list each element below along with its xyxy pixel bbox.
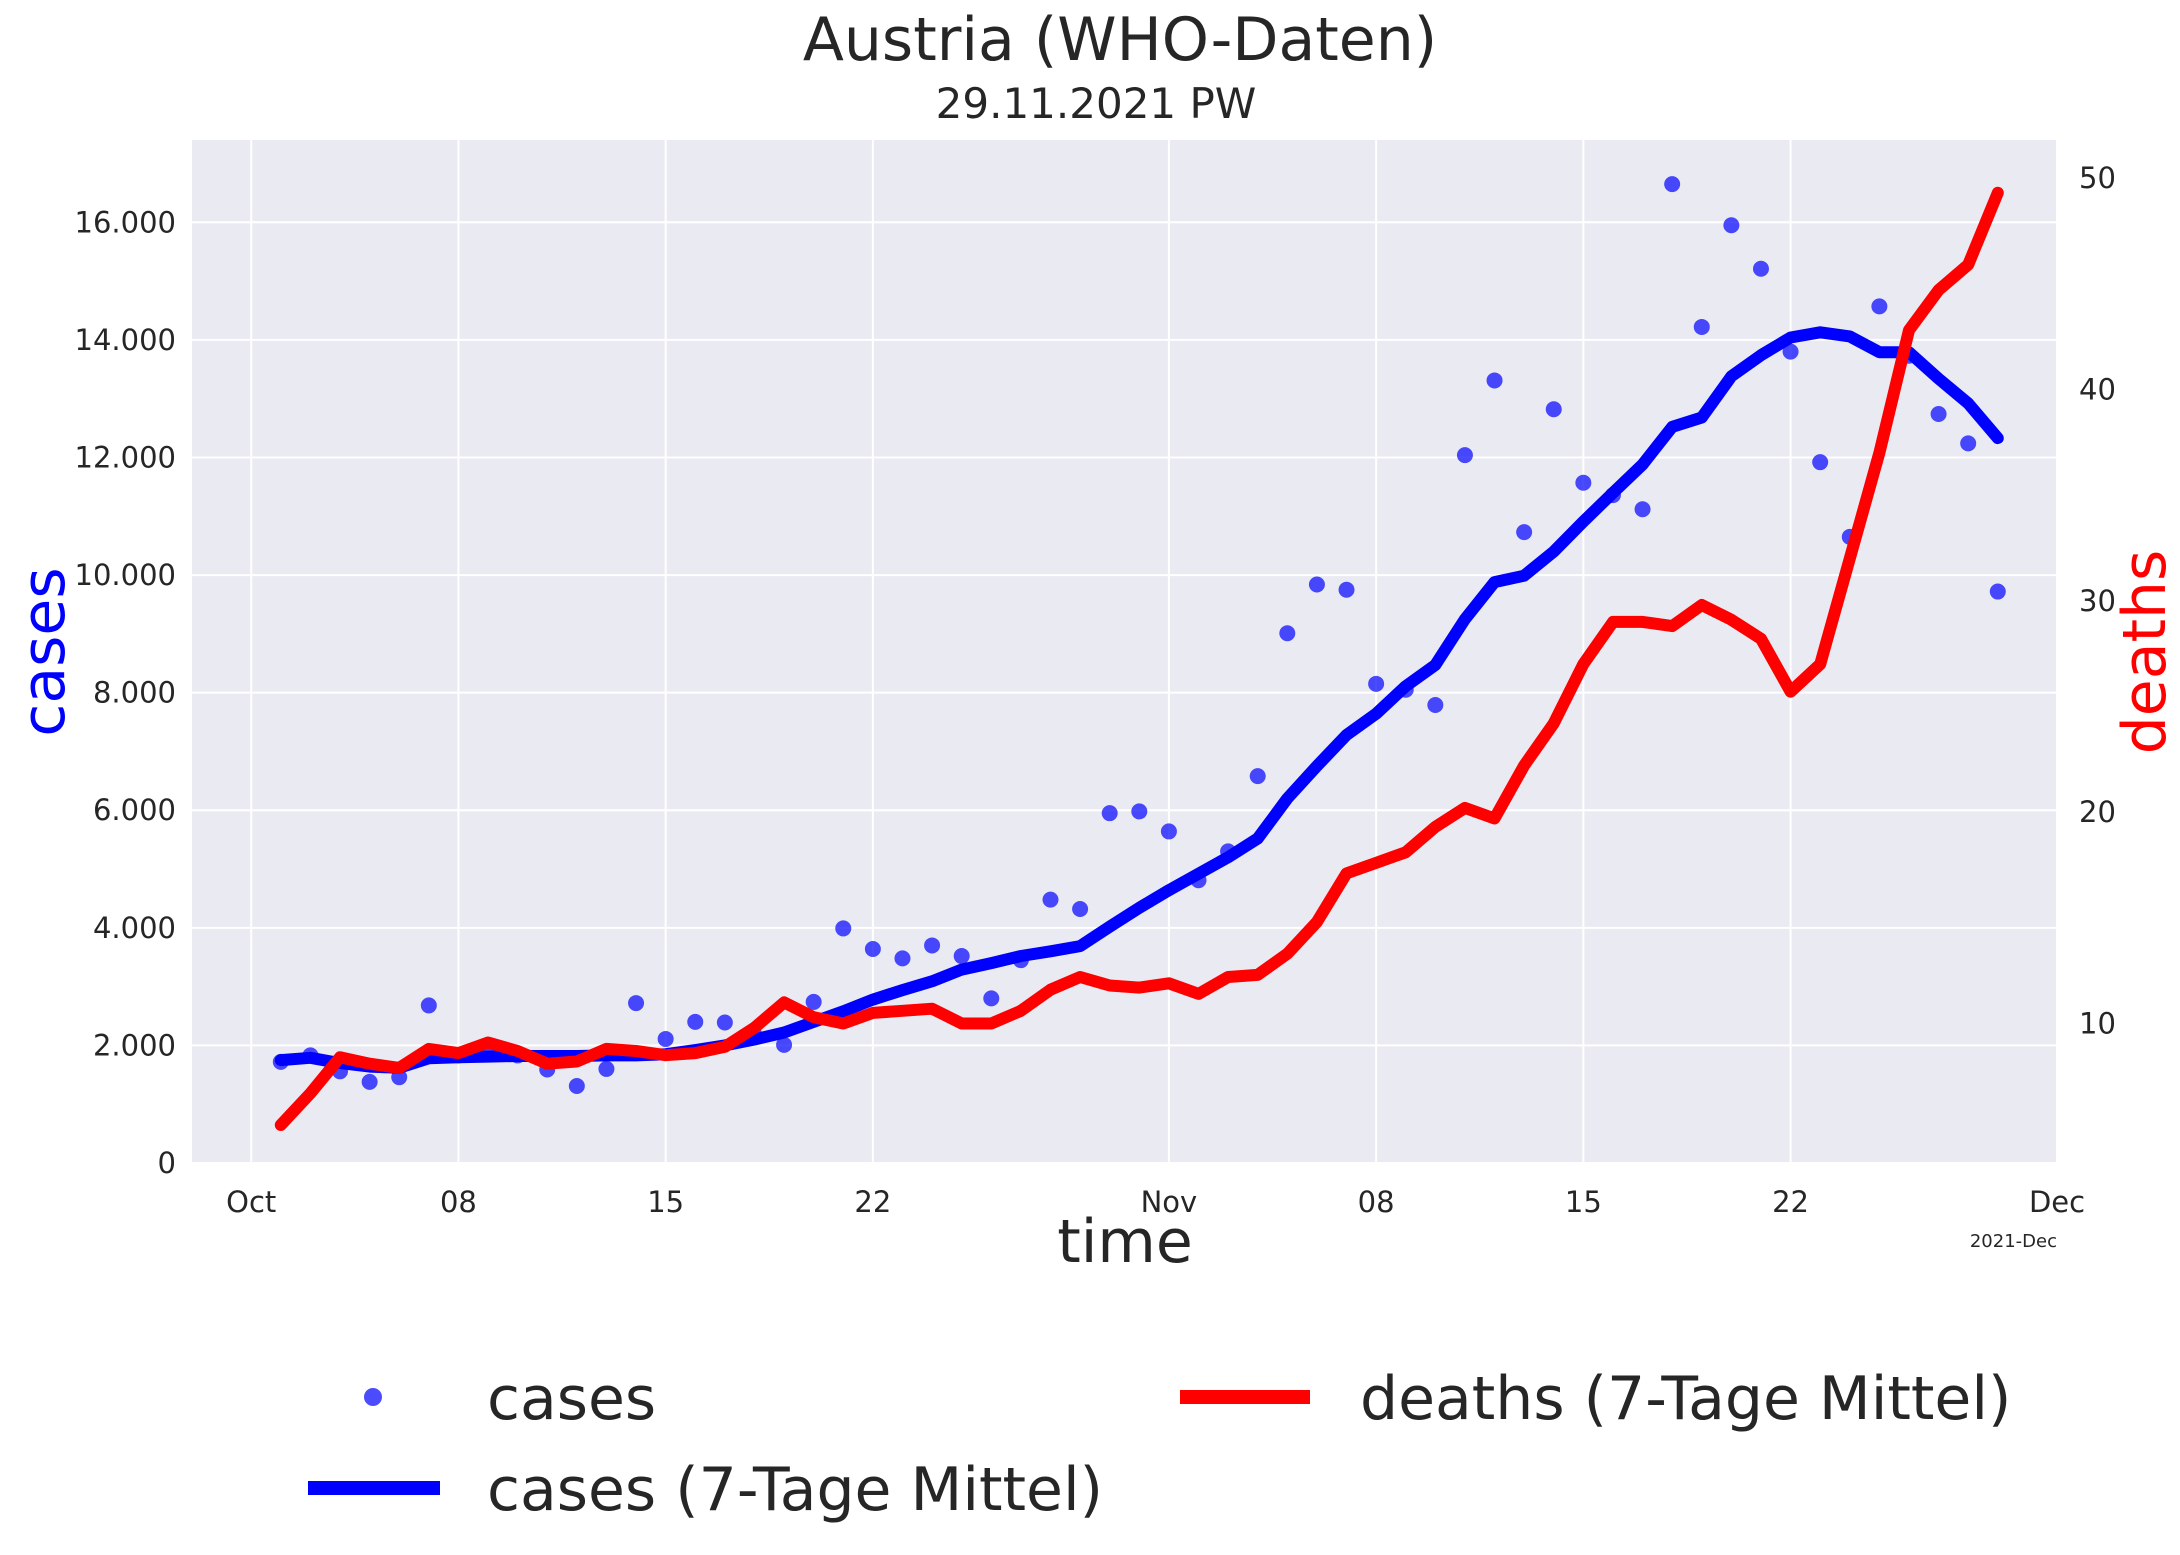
data-point-cases — [716, 1014, 733, 1031]
data-point-cases — [1782, 343, 1799, 360]
data-point-cases — [1752, 260, 1769, 277]
y-axis-right-label: deaths — [2110, 550, 2180, 755]
data-point-cases — [983, 990, 1000, 1007]
x-tick-label: Oct — [226, 1185, 276, 1219]
y-axis-left-label: cases — [9, 567, 79, 736]
data-point-cases — [1072, 901, 1089, 918]
x-axis-ticks: Oct 08 15 22 Nov 08 15 22 Dec — [226, 1185, 2085, 1219]
x-tick-label: 22 — [1772, 1185, 1809, 1219]
data-point-cases — [420, 997, 437, 1014]
x-axis-label: time — [1057, 1207, 1193, 1277]
x-tick-label: 08 — [1358, 1185, 1395, 1219]
data-point-cases — [628, 995, 645, 1012]
data-point-cases — [1042, 891, 1059, 908]
y-left-tick-label: 2.000 — [93, 1028, 176, 1062]
data-point-cases — [1131, 803, 1148, 820]
y-right-tick-label: 10 — [2079, 1007, 2116, 1041]
y-left-tick-label: 10.000 — [75, 558, 176, 592]
y-right-tick-label: 30 — [2079, 584, 2116, 618]
y-left-tick-label: 8.000 — [93, 676, 176, 710]
series-line-deaths-7-tage-mittel — [274, 186, 2004, 1131]
y-left-tick-label: 4.000 — [93, 911, 176, 945]
x-tick-label: 15 — [1565, 1185, 1602, 1219]
y-left-tick-label: 6.000 — [93, 793, 176, 827]
data-point-cases — [776, 1036, 793, 1053]
series-line-cases-7-tage-mittel — [274, 326, 2004, 1074]
data-point-cases — [1427, 697, 1444, 714]
data-point-cases — [1368, 675, 1385, 692]
data-point-cases — [1338, 581, 1355, 598]
grid-lines — [192, 140, 2058, 1164]
x-tick-label: 08 — [440, 1185, 477, 1219]
data-point-cases — [1693, 318, 1710, 335]
data-point-cases — [1664, 176, 1681, 193]
data-point-cases — [1486, 372, 1503, 389]
data-point-cases — [864, 940, 881, 957]
x-tick-label: 22 — [854, 1185, 891, 1219]
data-point-cases — [1989, 583, 2006, 600]
legend-label-cases: cases — [487, 1364, 656, 1434]
y-axis-right-ticks: 10 20 30 40 50 — [2079, 161, 2116, 1040]
data-point-cases — [1634, 501, 1651, 518]
chart-marks — [272, 176, 2006, 1131]
chart-title: Austria (WHO-Daten) — [803, 5, 1437, 75]
data-point-cases — [894, 950, 911, 967]
data-point-cases — [361, 1073, 378, 1090]
legend: cases cases (7-Tage Mittel) deaths (7-Ta… — [308, 1364, 2011, 1525]
y-left-tick-label: 12.000 — [75, 440, 176, 474]
y-right-tick-label: 50 — [2079, 161, 2116, 195]
y-left-tick-label: 14.000 — [75, 323, 176, 357]
data-point-cases — [1456, 447, 1473, 464]
y-left-tick-label: 0 — [158, 1146, 176, 1180]
data-point-cases — [1279, 625, 1296, 642]
y-right-tick-label: 20 — [2079, 795, 2116, 829]
data-point-cases — [598, 1060, 615, 1077]
data-point-cases — [568, 1077, 585, 1094]
data-point-cases — [1545, 401, 1562, 418]
data-point-cases — [1812, 454, 1829, 471]
data-point-cases — [1930, 405, 1947, 422]
data-point-cases — [657, 1030, 674, 1047]
data-point-cases — [1960, 435, 1977, 452]
x-tick-label: Nov — [1141, 1185, 1198, 1219]
legend-label-deaths-avg: deaths (7-Tage Mittel) — [1360, 1364, 2011, 1434]
x-axis-offset-label: 2021-Dec — [1970, 1231, 2057, 1252]
x-tick-label: 15 — [647, 1185, 684, 1219]
data-point-cases — [1308, 576, 1325, 593]
legend-marker-cases — [364, 1388, 382, 1406]
data-point-cases — [835, 920, 852, 937]
data-point-cases — [953, 948, 970, 965]
data-point-cases — [687, 1013, 704, 1030]
chart-subtitle: 29.11.2021 PW — [936, 79, 1257, 128]
x-tick-label: Dec — [2029, 1185, 2085, 1219]
data-point-cases — [805, 993, 822, 1010]
y-axis-left-ticks: 0 2.000 4.000 6.000 8.000 10.000 12.000 14.000 1… — [75, 205, 176, 1180]
data-point-cases — [1516, 524, 1533, 541]
data-point-cases — [1160, 823, 1177, 840]
data-point-cases — [924, 937, 941, 954]
data-point-cases — [1249, 768, 1266, 785]
data-point-cases — [1723, 217, 1740, 234]
y-left-tick-label: 16.000 — [75, 205, 176, 239]
plot-area — [192, 140, 2057, 1163]
data-point-cases — [1871, 298, 1888, 315]
data-point-cases — [1575, 474, 1592, 491]
y-right-tick-label: 40 — [2079, 372, 2116, 406]
legend-label-cases-avg: cases (7-Tage Mittel) — [487, 1455, 1103, 1525]
data-point-cases — [1101, 805, 1118, 822]
